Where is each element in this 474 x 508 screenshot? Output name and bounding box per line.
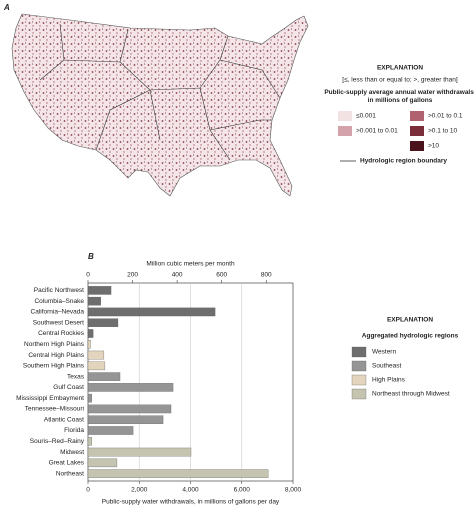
legend-swatch	[351, 388, 367, 400]
y-tick-label: Southwest Desert	[33, 319, 84, 326]
y-tick-label: Northeast	[56, 470, 84, 477]
y-tick-label: Tennessee–Missouri	[25, 406, 84, 413]
legend-title: EXPLANATION	[377, 65, 423, 72]
x2-tick-label: 800	[261, 272, 272, 279]
bar	[87, 296, 101, 306]
legend-swatch	[410, 141, 424, 151]
x-tick-label: 0	[86, 487, 90, 494]
legend-label: Hydrologic region boundary	[360, 158, 447, 165]
y-tick-label: Atlantic Coast	[44, 416, 84, 423]
y-tick-label: Pacific Northwest	[34, 287, 84, 294]
x2-tick-label: 600	[216, 272, 227, 279]
bar	[87, 361, 106, 371]
y-tick-label: Souris–Red–Rainy	[30, 438, 85, 445]
bar	[87, 340, 91, 349]
legend-label: ≤0.001	[356, 113, 376, 120]
legend-label: High Plains	[372, 377, 406, 384]
x2-tick-label: 200	[127, 272, 138, 279]
bar	[87, 350, 105, 360]
bar	[87, 307, 216, 317]
panel-label: A	[3, 3, 10, 12]
x-tick-label: 2,000	[131, 487, 148, 494]
legend-swatch	[410, 111, 424, 121]
x-tick-label: 4,000	[182, 487, 199, 494]
bar-chart: B 0 2,000 4,000 6,000 8,000 0 200 400 600 800 Publi…	[16, 252, 459, 506]
legend-swatch	[338, 126, 352, 136]
y-tick-label: Central High Plains	[28, 352, 84, 359]
legend-label: Southeast	[372, 363, 401, 370]
x2-tick-label: 400	[172, 272, 183, 279]
y-tick-label: Northern High Plains	[24, 341, 85, 348]
y-tick-label: Texas	[67, 373, 85, 380]
legend-swatch	[351, 346, 367, 358]
legend-swatch	[338, 111, 352, 121]
legend-label: Northeast through Midwest	[372, 391, 450, 398]
legend-subtitle: Aggregated hydrologic regions	[362, 333, 459, 340]
legend-label: Western	[372, 349, 396, 356]
x-axis-label: Public-supply water withdrawals, in mill…	[102, 499, 280, 506]
region-boundaries	[39, 23, 281, 161]
bar	[87, 447, 192, 457]
legend-note: [≤, less than or equal to; >, greater th…	[342, 77, 458, 84]
bar	[87, 329, 94, 338]
x2-axis-label: Million cubic meters per month	[146, 261, 235, 268]
bar	[87, 426, 134, 435]
legend-label: >0.1 to 10	[428, 128, 457, 135]
legend-heading: Public-supply average annual water withd…	[324, 89, 474, 104]
y-tick-label: Midwest	[60, 449, 84, 456]
bar	[87, 383, 174, 392]
map-legend: EXPLANATION [≤, less than or equal to; >,…	[324, 65, 474, 165]
bar	[87, 286, 112, 295]
legend-label: >10	[428, 143, 439, 150]
legend-swatch	[351, 374, 367, 386]
bar	[87, 318, 119, 327]
bar	[87, 404, 172, 414]
y-tick-label: Florida	[64, 427, 84, 434]
bar	[87, 393, 92, 403]
legend-swatch	[351, 360, 367, 372]
bar	[87, 469, 269, 478]
bar	[87, 372, 121, 381]
y-tick-label: Central Rockies	[38, 330, 85, 337]
y-tick-label: Mississippi Embayment	[16, 395, 84, 402]
legend-label: >0.01 to 0.1	[428, 113, 463, 120]
legend-swatch	[410, 126, 424, 136]
y-tick-label: Great Lakes	[49, 460, 85, 467]
x2-tick-label: 0	[86, 272, 90, 279]
y-tick-label: Gulf Coast	[53, 384, 84, 391]
bar	[87, 415, 164, 424]
x-tick-label: 8,000	[285, 487, 302, 494]
panel-label: B	[88, 252, 94, 261]
bar	[87, 458, 118, 468]
bar	[87, 437, 92, 446]
y-tick-label: Southern High Plains	[23, 363, 85, 370]
legend-title: EXPLANATION	[387, 317, 433, 324]
y-tick-label: California–Nevada	[31, 309, 85, 316]
x-tick-label: 6,000	[234, 487, 251, 494]
legend-label: >0.001 to 0.01	[356, 128, 398, 135]
y-tick-label: Columbia–Snake	[34, 298, 84, 305]
us-map	[11, 13, 309, 197]
